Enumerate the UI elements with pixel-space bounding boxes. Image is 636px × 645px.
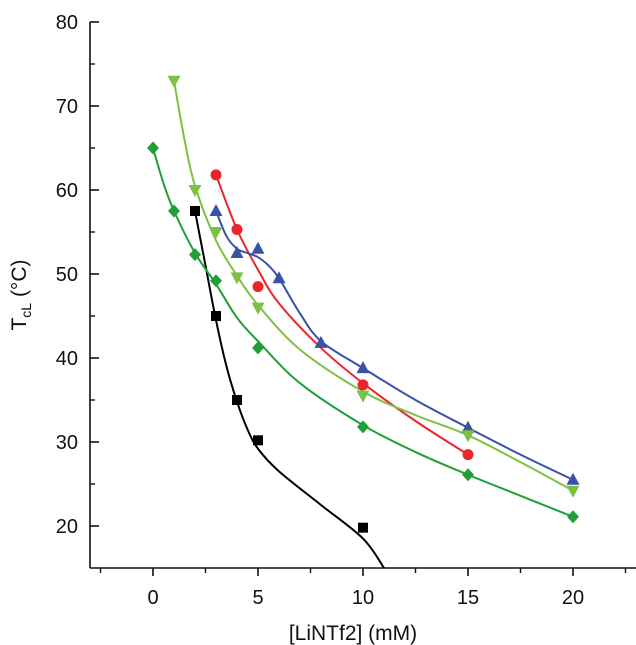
data-point-triangle-up xyxy=(251,241,265,254)
data-point-triangle-down xyxy=(251,302,265,315)
data-point-triangle-down xyxy=(356,390,370,403)
y-tick-label: 40 xyxy=(56,348,78,370)
data-point-triangle-up xyxy=(272,271,286,284)
data-point-diamond xyxy=(168,204,180,218)
data-point-circle xyxy=(210,169,222,181)
data-point-circle xyxy=(252,281,264,293)
y-tick-label: 20 xyxy=(56,516,78,538)
data-point-triangle-up xyxy=(314,335,328,348)
data-point-diamond xyxy=(210,274,222,288)
x-tick-label: 0 xyxy=(147,587,158,609)
data-point-triangle-down xyxy=(566,485,580,498)
data-markers xyxy=(147,75,580,533)
data-point-triangle-down xyxy=(209,227,223,239)
data-point-triangle-up xyxy=(566,472,580,485)
fit-curve-square xyxy=(194,210,385,569)
y-axis-title-main: T xyxy=(8,318,31,331)
data-point-square xyxy=(358,522,368,533)
data-point-triangle-up xyxy=(356,361,370,374)
data-point-square xyxy=(211,311,221,321)
data-point-diamond xyxy=(189,248,201,262)
x-axis-ticks: 0 5 10 15 20 xyxy=(99,568,627,609)
y-tick-label: 50 xyxy=(56,264,78,286)
data-point-diamond xyxy=(147,141,159,155)
y-tick-label: 60 xyxy=(56,180,78,202)
data-point-triangle-down xyxy=(188,185,202,197)
y-tick-label: 80 xyxy=(56,12,78,34)
data-point-circle xyxy=(231,223,243,235)
data-point-triangle-down xyxy=(461,430,475,443)
data-point-triangle-down xyxy=(167,75,181,88)
data-point-diamond xyxy=(252,341,264,355)
axes: 20 30 40 50 60 70 80 0 5 10 15 20 xyxy=(56,12,636,609)
data-point-triangle-down xyxy=(230,272,244,285)
y-tick-label: 30 xyxy=(56,432,78,454)
data-point-square xyxy=(253,435,263,446)
x-axis-title: [LiNTf2] (mM) xyxy=(289,622,417,645)
data-point-square xyxy=(190,206,200,216)
data-point-triangle-up xyxy=(209,204,223,216)
x-tick-label: 15 xyxy=(457,587,479,609)
fit-curve-triangle-down xyxy=(173,80,574,492)
data-point-triangle-up xyxy=(461,420,475,433)
x-tick-label: 20 xyxy=(562,587,584,609)
y-axis-title-subscript: cL xyxy=(18,303,34,318)
y-axis-title-unit: (°C) xyxy=(8,259,31,302)
x-tick-label: 5 xyxy=(252,587,263,609)
data-point-triangle-up xyxy=(230,246,244,258)
fit-curves xyxy=(152,80,574,569)
x-tick-label: 10 xyxy=(352,587,374,609)
y-tick-label: 70 xyxy=(56,96,78,118)
data-point-diamond xyxy=(567,510,579,524)
data-point-circle xyxy=(357,379,369,391)
y-axis-title: TcL (°C) xyxy=(8,259,34,330)
fit-curve-diamond xyxy=(152,147,574,518)
data-point-square xyxy=(232,395,242,405)
data-point-diamond xyxy=(462,468,474,482)
data-point-circle xyxy=(462,449,474,461)
y-axis-ticks: 20 30 40 50 60 70 80 xyxy=(56,12,99,538)
fit-curve-triangle-up xyxy=(215,210,574,481)
data-point-diamond xyxy=(357,420,369,434)
